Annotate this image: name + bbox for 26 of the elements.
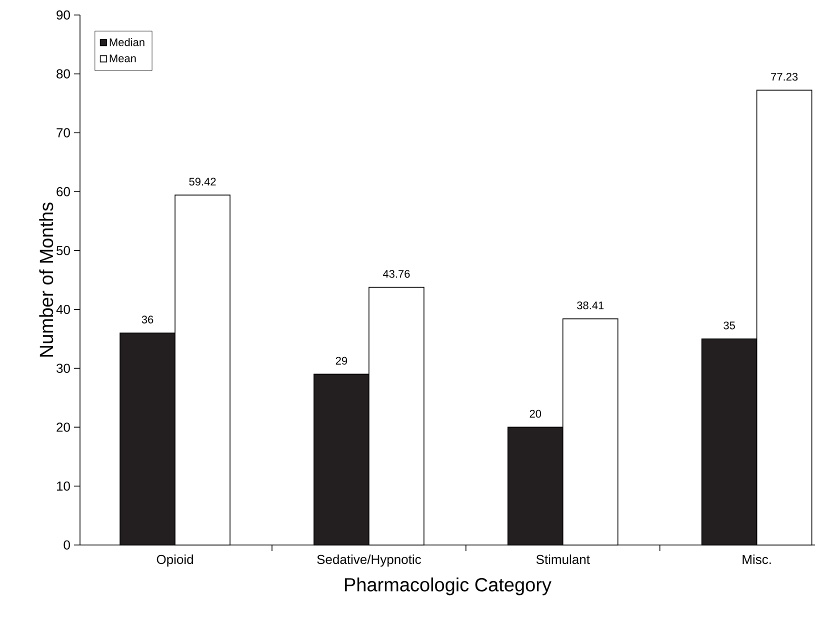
legend-label: Median [110, 38, 144, 46]
data-label: 35 [724, 322, 735, 330]
legend-label: Mean [110, 54, 136, 62]
data-label: 77.23 [771, 72, 798, 81]
data-label: 59.42 [189, 178, 216, 186]
y-tick-label: 70 [56, 128, 70, 138]
data-label: 43.76 [382, 270, 410, 278]
x-axis-title: Pharmacologic Category [345, 578, 552, 596]
y-tick-label: 20 [56, 422, 70, 432]
y-tick-label: 10 [57, 481, 70, 491]
x-tick-label: Misc. [742, 554, 771, 564]
x-tick-label: Opioid [156, 554, 193, 567]
data-label: 20 [530, 410, 542, 418]
data-label: 36 [142, 316, 154, 324]
y-tick-label: 50 [56, 246, 70, 256]
y-tick-label: 60 [56, 187, 70, 196]
y-tick-label: 0 [64, 540, 70, 550]
x-tick-label: Sedative/Hypnotic [317, 554, 421, 567]
y-tick-label: 40 [56, 304, 70, 314]
y-axis-title: Number of Months [39, 202, 54, 357]
data-label: 29 [336, 356, 348, 365]
x-tick-label: Stimulant [536, 554, 590, 564]
y-tick-label: 80 [56, 69, 70, 78]
y-tick-label: 90 [56, 10, 70, 20]
data-label: 38.41 [577, 301, 604, 310]
y-tick-label: 30 [56, 364, 70, 373]
